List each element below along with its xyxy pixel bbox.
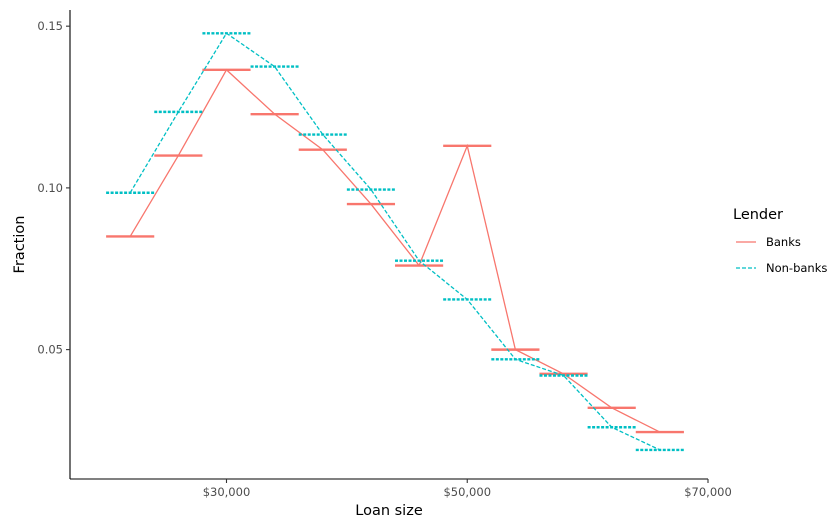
- y-tick-label: 0.15: [37, 19, 63, 33]
- legend-label-non-banks: Non-banks: [766, 261, 827, 275]
- x-tick-label: $50,000: [443, 485, 491, 499]
- axes: $30,000 $50,000 $70,000 0.05 0.10 0.15: [37, 10, 732, 499]
- series-line-banks: [129, 68, 661, 433]
- legend-label-banks: Banks: [766, 235, 801, 249]
- plot-area: [106, 32, 684, 452]
- series-line-non-banks: [129, 32, 661, 451]
- y-axis-title: Fraction: [12, 216, 28, 274]
- x-tick-label: $70,000: [684, 485, 732, 499]
- legend: Lender Banks Non-banks: [733, 207, 827, 275]
- x-axis-title: Loan size: [355, 503, 423, 519]
- x-tick-label: $30,000: [203, 485, 251, 499]
- y-tick-label: 0.05: [37, 343, 63, 357]
- y-tick-label: 0.10: [37, 181, 63, 195]
- legend-title: Lender: [733, 207, 783, 223]
